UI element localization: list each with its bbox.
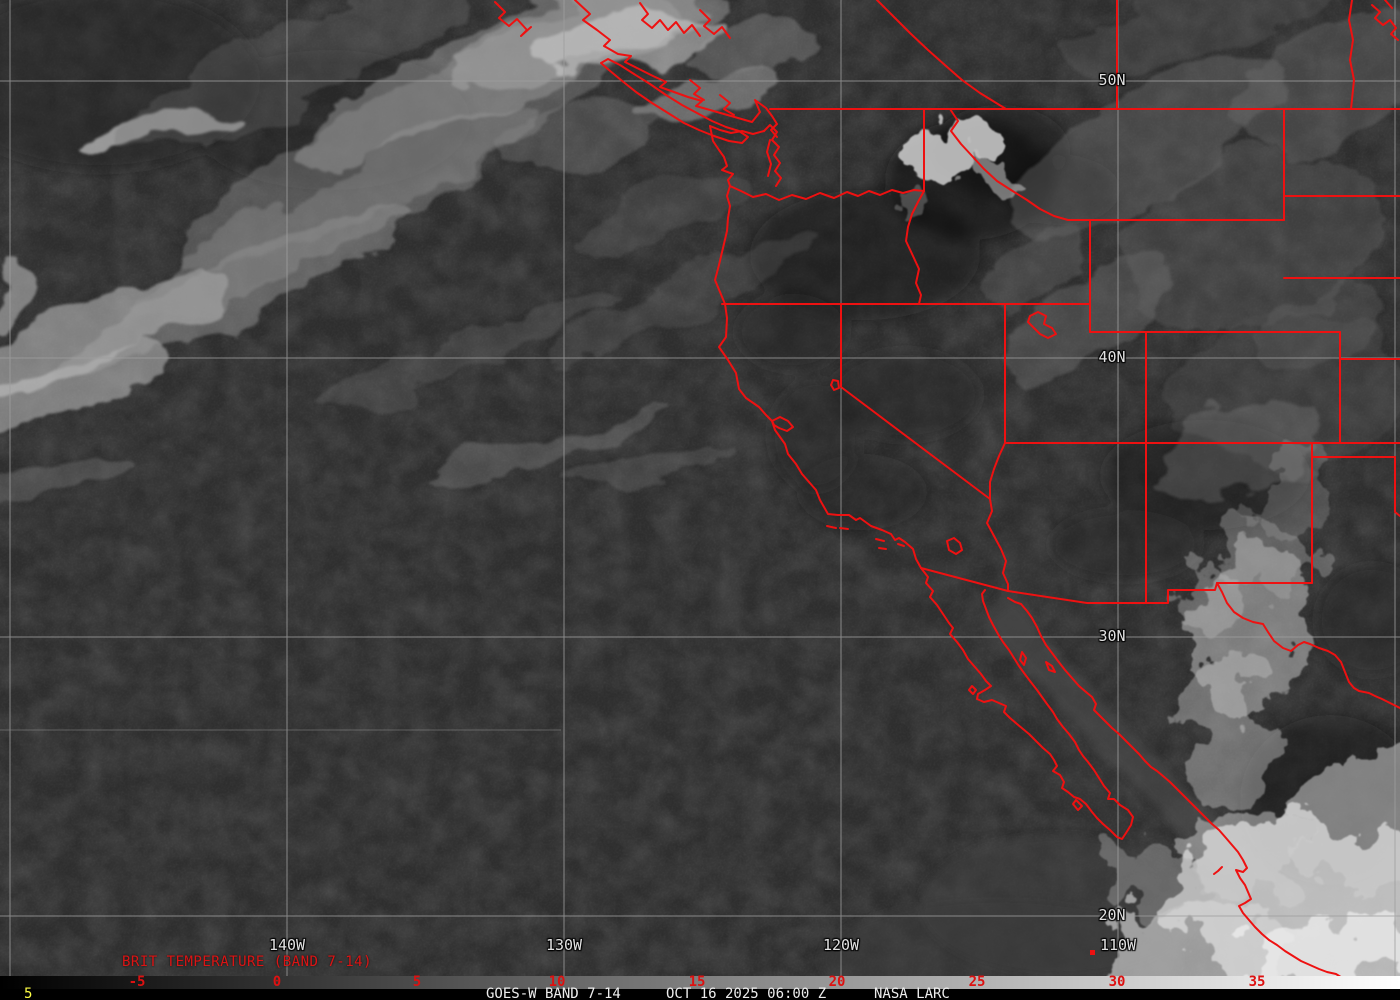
colorbar-tick: -5 — [128, 974, 146, 990]
lat-label-50n: 50N — [1098, 71, 1126, 89]
colorbar-title: BRIT TEMPERATURE (BAND 7-14) — [122, 954, 373, 970]
lat-label-20n: 20N — [1098, 906, 1126, 924]
colorbar-tick: 15 — [688, 974, 706, 990]
colorbar-tick: 35 — [1248, 974, 1266, 990]
lon-label-140w: 140W — [268, 936, 306, 954]
product-label: GOES-W BAND 7-14 — [486, 986, 621, 1000]
status-bar: 5 GOES-W BAND 7-14 OCT 16 2025 06:00 Z N… — [0, 986, 1400, 1000]
brightness-temperature-colorbar — [0, 976, 1400, 989]
colorbar-tick: 5 — [412, 974, 422, 990]
colorbar-tick: 0 — [272, 974, 282, 990]
credit-label: NASA LARC — [874, 986, 950, 1000]
colorbar-tick: 25 — [968, 974, 986, 990]
map-boundaries-layer — [494, 0, 1400, 988]
timestamp-label: OCT 16 2025 06:00 Z — [666, 986, 827, 1000]
lon-label-120w: 120W — [822, 936, 860, 954]
lon-label-110w: 110W — [1099, 936, 1137, 954]
colorbar-tick: 20 — [828, 974, 846, 990]
frame-number: 5 — [24, 986, 33, 1000]
colorbar-tick: 10 — [548, 974, 566, 990]
lon-label-130w: 130W — [545, 936, 583, 954]
lat-label-40n: 40N — [1098, 348, 1126, 366]
colorbar-tick: 30 — [1108, 974, 1126, 990]
lat-label-30n: 30N — [1098, 627, 1126, 645]
